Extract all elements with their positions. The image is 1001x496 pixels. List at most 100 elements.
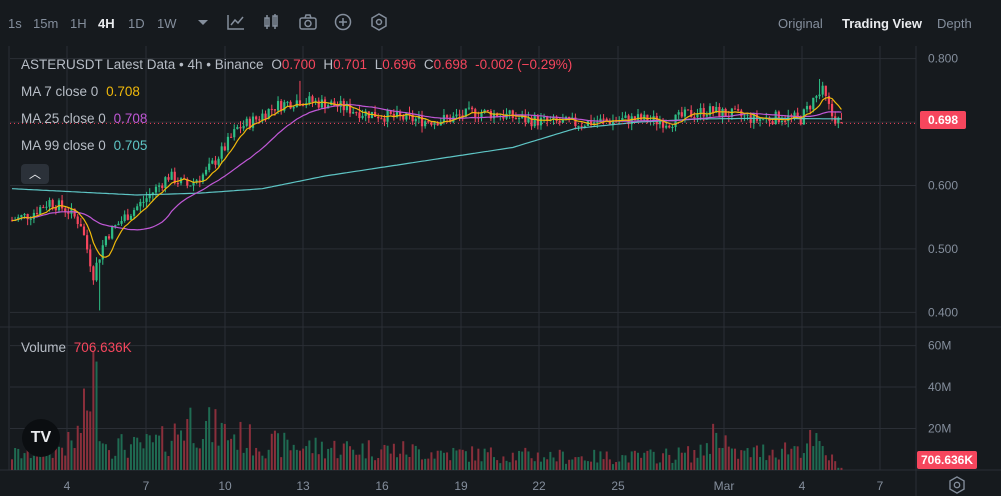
volume-bar — [799, 457, 802, 470]
price-tick-label: 0.600 — [928, 179, 958, 193]
volume-bar — [283, 432, 286, 470]
close-value: 0.698 — [433, 57, 468, 72]
volume-bar — [286, 439, 289, 470]
tab-depth[interactable]: Depth — [937, 16, 972, 31]
volume-bar — [727, 446, 730, 470]
candle-body — [527, 117, 530, 123]
volume-bar — [145, 434, 148, 470]
ma7-legend: MA 7 close 0 0.708 — [21, 84, 140, 99]
volume-bar — [239, 421, 242, 470]
collapse-legend-button[interactable]: ︿ — [21, 164, 49, 184]
volume-bar — [558, 449, 561, 470]
volume-bar — [386, 445, 389, 470]
volume-bar — [205, 420, 208, 470]
volume-bar — [402, 441, 405, 470]
interval-1d[interactable]: 1D — [128, 16, 145, 31]
candle-body — [793, 112, 796, 117]
volume-bar — [201, 438, 204, 470]
candle-body — [533, 115, 536, 127]
volume-bar — [148, 435, 151, 470]
volume-bar — [383, 444, 386, 470]
volume-bar — [252, 455, 255, 470]
volume-bar — [521, 451, 524, 470]
volume-bar — [831, 454, 834, 470]
ma99-label: MA 99 close 0 — [21, 138, 106, 153]
interval-1w[interactable]: 1W — [157, 16, 177, 31]
interval-1s[interactable]: 1s — [8, 16, 22, 31]
candle-body — [683, 109, 687, 117]
chart-settings-icon[interactable] — [948, 476, 966, 494]
candle-body — [445, 115, 449, 118]
candle-body — [23, 213, 26, 216]
volume-bar — [687, 446, 690, 470]
volume-bar — [220, 422, 223, 470]
candle-body — [195, 180, 198, 182]
candle-body — [201, 174, 205, 182]
volume-bar — [467, 461, 470, 470]
candle-body — [192, 181, 195, 186]
candle-body — [26, 213, 29, 220]
candle-body — [35, 212, 39, 214]
volume-bar — [699, 444, 702, 470]
interval-1h[interactable]: 1H — [70, 16, 87, 31]
volume-bar — [474, 460, 477, 470]
candle-body — [29, 218, 32, 220]
indicators-icon[interactable] — [226, 12, 246, 32]
volume-bar — [630, 451, 633, 470]
chevron-down-icon[interactable] — [193, 12, 213, 32]
tab-trading-view[interactable]: Trading View — [842, 16, 922, 31]
low-value: 0.696 — [382, 57, 417, 72]
volume-bar — [618, 461, 621, 470]
candlestick-chart[interactable]: 4 7 10 13 16 19 22 25 Mar 4 7 0.800 0.700 0.600 0.500 0… — [0, 46, 1001, 496]
ma99-line — [11, 117, 842, 196]
candle-style-icon[interactable] — [261, 12, 281, 32]
interval-15m[interactable]: 15m — [33, 16, 59, 31]
interval-4h[interactable]: 4H — [98, 16, 115, 31]
candle-body — [496, 113, 499, 117]
volume-bar — [208, 407, 211, 470]
volume-bar — [82, 388, 85, 470]
volume-tick-label: 40M — [928, 380, 951, 394]
candle-body — [627, 115, 630, 125]
candle-body — [777, 111, 780, 123]
open-value: 0.700 — [281, 57, 316, 72]
settings-hex-icon[interactable] — [369, 12, 389, 32]
candle-body — [211, 160, 214, 164]
candle-body — [20, 215, 23, 218]
x-tick-label: Mar — [714, 479, 735, 493]
volume-bar — [458, 449, 461, 470]
add-icon[interactable] — [333, 12, 353, 32]
candle-body — [120, 220, 123, 224]
x-tick-label: 19 — [454, 479, 468, 493]
volume-bar — [392, 443, 395, 470]
volume-bar — [61, 447, 64, 470]
volume-bar — [461, 449, 464, 470]
volume-bar — [26, 443, 29, 470]
candle-body — [555, 116, 558, 121]
volume-bar — [743, 450, 746, 470]
candle-body — [715, 106, 718, 113]
candle-body — [164, 177, 167, 189]
candle-body — [708, 106, 712, 116]
candle-body — [539, 117, 543, 126]
volume-bar — [571, 459, 574, 470]
volume-bar — [436, 450, 439, 470]
candle-body — [599, 118, 602, 122]
volume-bar — [496, 460, 499, 470]
candle-body — [370, 111, 374, 119]
volume-bar — [790, 448, 793, 470]
candle-body — [173, 171, 176, 184]
camera-icon[interactable] — [298, 12, 318, 32]
candle-body — [42, 207, 45, 209]
candle-body — [380, 118, 383, 120]
candle-body — [834, 116, 837, 124]
volume-bar — [530, 458, 533, 470]
tab-original[interactable]: Original — [778, 16, 823, 31]
volume-bar — [527, 451, 530, 470]
volume-bar — [298, 450, 301, 470]
volume-bar — [126, 457, 129, 470]
volume-bar — [408, 456, 411, 470]
candle-body — [608, 120, 611, 125]
candle-body — [129, 215, 133, 220]
volume-bar — [164, 451, 167, 470]
